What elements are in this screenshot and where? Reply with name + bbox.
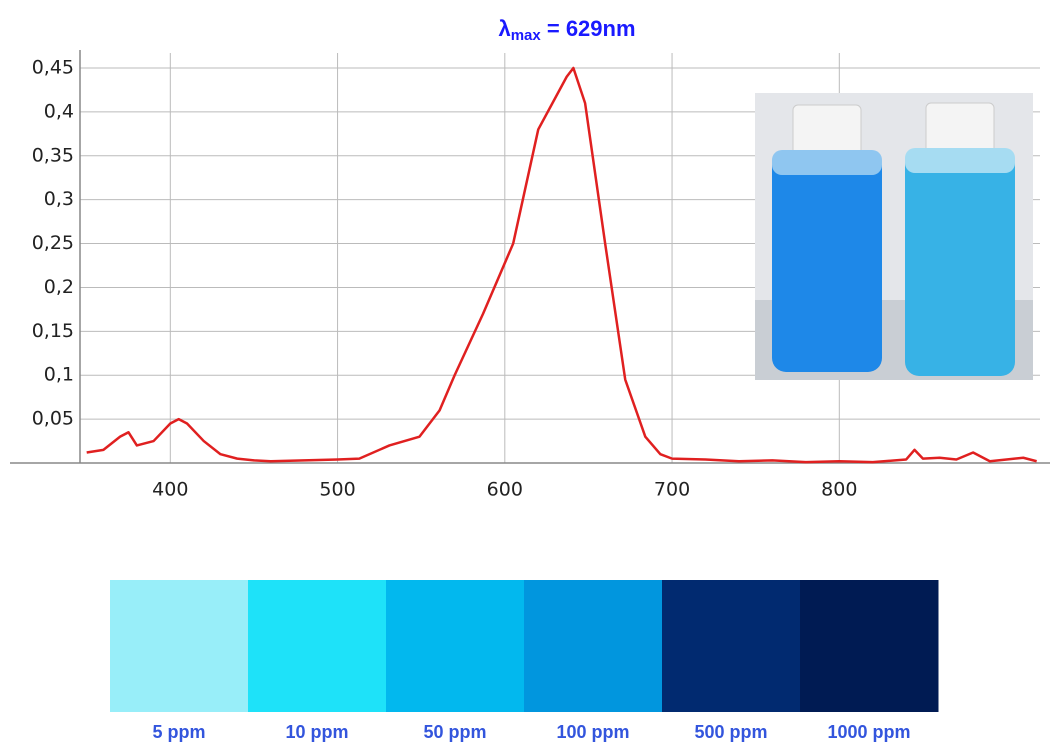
- y-tick-label: 0,45: [32, 57, 74, 79]
- x-tick-label: 700: [654, 479, 690, 501]
- photo-inset: [755, 93, 1033, 380]
- swatch-label: 50 ppm: [423, 722, 486, 742]
- x-tick-label: 600: [487, 479, 523, 501]
- swatch-label: 5 ppm: [152, 722, 205, 742]
- swatch-label: 500 ppm: [694, 722, 767, 742]
- swatch-label: 10 ppm: [285, 722, 348, 742]
- y-tick-label: 0,3: [44, 188, 74, 210]
- y-tick-label: 0,05: [32, 408, 74, 430]
- y-tick-label: 0,1: [44, 364, 74, 386]
- y-tick-label: 0,35: [32, 144, 74, 166]
- x-tick-label: 800: [821, 479, 857, 501]
- plot: 0,05 0,1 0,15 0,2 0,25 0,3 0,35 0,4 0,45 400 500 60…: [10, 50, 1050, 501]
- title-text: = 629nm: [541, 16, 636, 41]
- color-swatch: [110, 580, 249, 712]
- color-swatch: [662, 580, 801, 712]
- color-swatch: [248, 580, 387, 712]
- bottle: [905, 148, 1015, 376]
- y-tick-label: 0,15: [32, 320, 74, 342]
- title-subscript: max: [511, 27, 542, 44]
- color-swatch: [524, 580, 663, 712]
- y-tick-label: 0,2: [44, 276, 74, 298]
- bottle-neck: [772, 150, 882, 175]
- x-tick-label: 400: [152, 479, 188, 501]
- y-tick-label: 0,25: [32, 232, 74, 254]
- color-scale: 5 ppm 10 ppm 50 ppm 100 ppm 500 ppm 1000 ppm: [110, 580, 939, 742]
- color-swatch: [800, 580, 939, 712]
- bottle-cap: [925, 102, 995, 156]
- bottle: [772, 150, 882, 372]
- bottle-neck: [905, 148, 1015, 173]
- swatch-label: 1000 ppm: [827, 722, 910, 742]
- title-symbol: λ: [498, 16, 510, 41]
- data-line: [86, 66, 1037, 464]
- chart-title: λmax = 629nm: [498, 16, 635, 44]
- bottle-cap: [792, 104, 862, 158]
- color-swatch: [386, 580, 525, 712]
- y-tick-label: 0,4: [44, 100, 74, 122]
- swatch-label: 100 ppm: [556, 722, 629, 742]
- x-tick-label: 500: [319, 479, 355, 501]
